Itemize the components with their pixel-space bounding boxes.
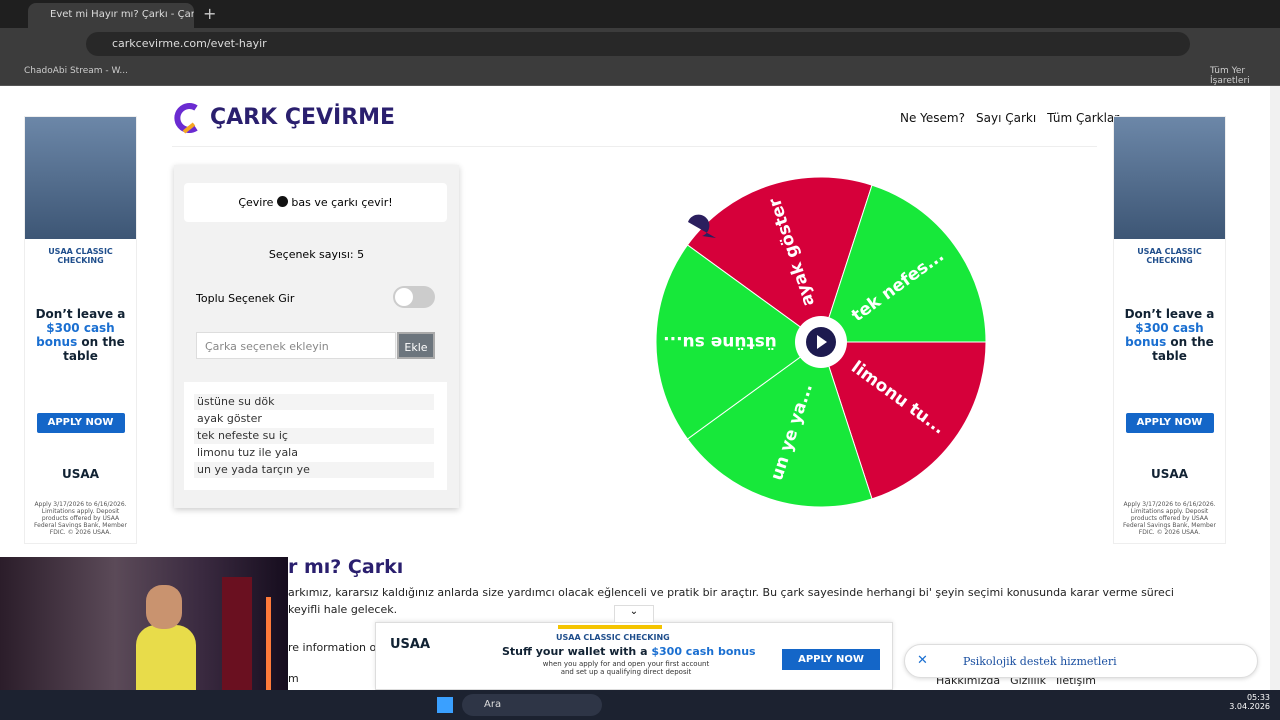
ad-button[interactable]: APPLY NOW bbox=[1125, 413, 1214, 433]
side-ad[interactable]: USAA CLASSIC CHECKING Don’t leave a $300 … bbox=[24, 116, 137, 544]
toolbar: carkcevirme.com/evet-hayir bbox=[0, 28, 1280, 60]
logo-icon bbox=[174, 103, 198, 134]
option: tek nefeste su iç bbox=[194, 428, 434, 444]
ad-text: when you apply for and open your first a… bbox=[526, 660, 726, 676]
ad-brand: USAA CLASSIC CHECKING bbox=[1137, 247, 1202, 265]
article-text: keyifli hale gelecek. bbox=[288, 603, 398, 616]
option-input[interactable]: Çarka seçenek ekleyin bbox=[196, 332, 396, 359]
ad-text: Don’t leave a bbox=[35, 307, 126, 321]
search[interactable]: Ara bbox=[462, 694, 602, 716]
ad-sub: and set up a qualifying direct deposit bbox=[560, 668, 692, 676]
segment-label: üstüne su... bbox=[663, 332, 777, 352]
taskbar: Ara 05:33 3.04.2026 bbox=[0, 690, 1280, 720]
nav-link[interactable]: Ne Yesem? bbox=[900, 111, 965, 125]
ad-fine: Apply 3/17/2026 to 6/16/2026. Limitation… bbox=[34, 501, 127, 536]
option: un ye yada tarçın ye bbox=[194, 462, 434, 478]
ad-text: Don’t leave a bbox=[1124, 307, 1215, 321]
nav: Ne Yesem? Sayı Çarkı Tüm Çarklar bbox=[900, 111, 1119, 125]
wheel[interactable]: ayak göster tek nefes... limonu tu... un… bbox=[640, 160, 1010, 530]
date: 3.04.2026 bbox=[1229, 702, 1270, 711]
scrollbar[interactable] bbox=[1270, 86, 1280, 690]
toggle[interactable] bbox=[393, 286, 435, 308]
ad-button[interactable]: APPLY NOW bbox=[36, 413, 125, 433]
option: limonu tuz ile yala bbox=[194, 445, 434, 461]
logo[interactable]: ÇARK ÇEVİRME bbox=[210, 105, 396, 130]
add-button[interactable]: Ekle bbox=[397, 332, 435, 359]
hint: Çevire bas ve çarkı çevir! bbox=[184, 183, 447, 222]
option: üstüne su dök bbox=[194, 394, 434, 410]
article-text: re information on bbox=[288, 641, 384, 654]
nav-link[interactable]: Tüm Çarklar bbox=[1047, 111, 1120, 125]
hint-text: bas ve çarkı çevir! bbox=[291, 196, 393, 209]
tab-bar: Evet mi Hayır mı? Çarkı - Çark Çev + bbox=[0, 0, 1280, 28]
ad-logo: USAA bbox=[390, 637, 431, 652]
article-text: arkımız, kararsız kaldığınız anlarda siz… bbox=[288, 586, 1174, 599]
side-ad[interactable]: USAA CLASSIC CHECKING Don’t leave a $300 … bbox=[1113, 116, 1226, 544]
ad-text: $300 cash bonus bbox=[1125, 321, 1204, 349]
ad-logo: USAA bbox=[62, 467, 99, 481]
article-heading: r mı? Çarkı bbox=[288, 556, 404, 578]
divider bbox=[172, 146, 1097, 147]
ad-text: Stuff your wallet with a bbox=[502, 645, 648, 658]
option: ayak göster bbox=[194, 411, 434, 427]
notification-text: Psikolojik destek hizmetleri bbox=[963, 655, 1117, 668]
bookmark[interactable]: ChadoAbi Stream - W... bbox=[24, 66, 128, 76]
clock: 05:33 3.04.2026 bbox=[1226, 693, 1270, 711]
option-count: Seçenek sayısı: 5 bbox=[268, 248, 365, 261]
collapse-button[interactable]: ⌄ bbox=[614, 605, 654, 623]
bulk-label: Toplu Seçenek Gir bbox=[196, 292, 295, 305]
close[interactable]: ✕ bbox=[917, 653, 928, 668]
bookmarks-bar: ChadoAbi Stream - W... Tüm Yer İşaretler… bbox=[0, 60, 1280, 86]
webcam bbox=[0, 557, 288, 690]
address-bar[interactable]: carkcevirme.com/evet-hayir bbox=[86, 32, 1190, 56]
hint-text: Çevire bbox=[238, 196, 274, 209]
new-tab[interactable]: + bbox=[203, 4, 217, 23]
ad-button[interactable]: APPLY NOW bbox=[782, 649, 880, 670]
ad-brand: USAA CLASSIC CHECKING bbox=[556, 633, 670, 642]
ad-text: $300 cash bonus bbox=[651, 645, 756, 658]
notification[interactable]: ✕ Psikolojik destek hizmetleri bbox=[904, 644, 1258, 678]
ad-logo: USAA bbox=[1151, 467, 1188, 481]
ad-text: on the table bbox=[63, 335, 125, 363]
article-text: m bbox=[288, 672, 299, 685]
bottom-ad[interactable]: USAA USAA CLASSIC CHECKING Stuff your wa… bbox=[375, 622, 893, 690]
nav-link[interactable]: Sayı Çarkı bbox=[976, 111, 1037, 125]
ad-text: $300 cash bonus bbox=[36, 321, 115, 349]
time: 05:33 bbox=[1246, 693, 1270, 702]
start-button[interactable] bbox=[437, 697, 453, 713]
bookmarks-folder[interactable]: Tüm Yer İşaretleri bbox=[1210, 66, 1250, 86]
ad-text: on the table bbox=[1152, 335, 1214, 363]
tab[interactable]: Evet mi Hayır mı? Çarkı - Çark Çev bbox=[28, 3, 194, 28]
ad-brand: USAA CLASSIC CHECKING bbox=[48, 247, 113, 265]
ad-sub: when you apply for and open your first a… bbox=[542, 660, 710, 668]
ad-fine: Apply 3/17/2026 to 6/16/2026. Limitation… bbox=[1123, 501, 1216, 536]
